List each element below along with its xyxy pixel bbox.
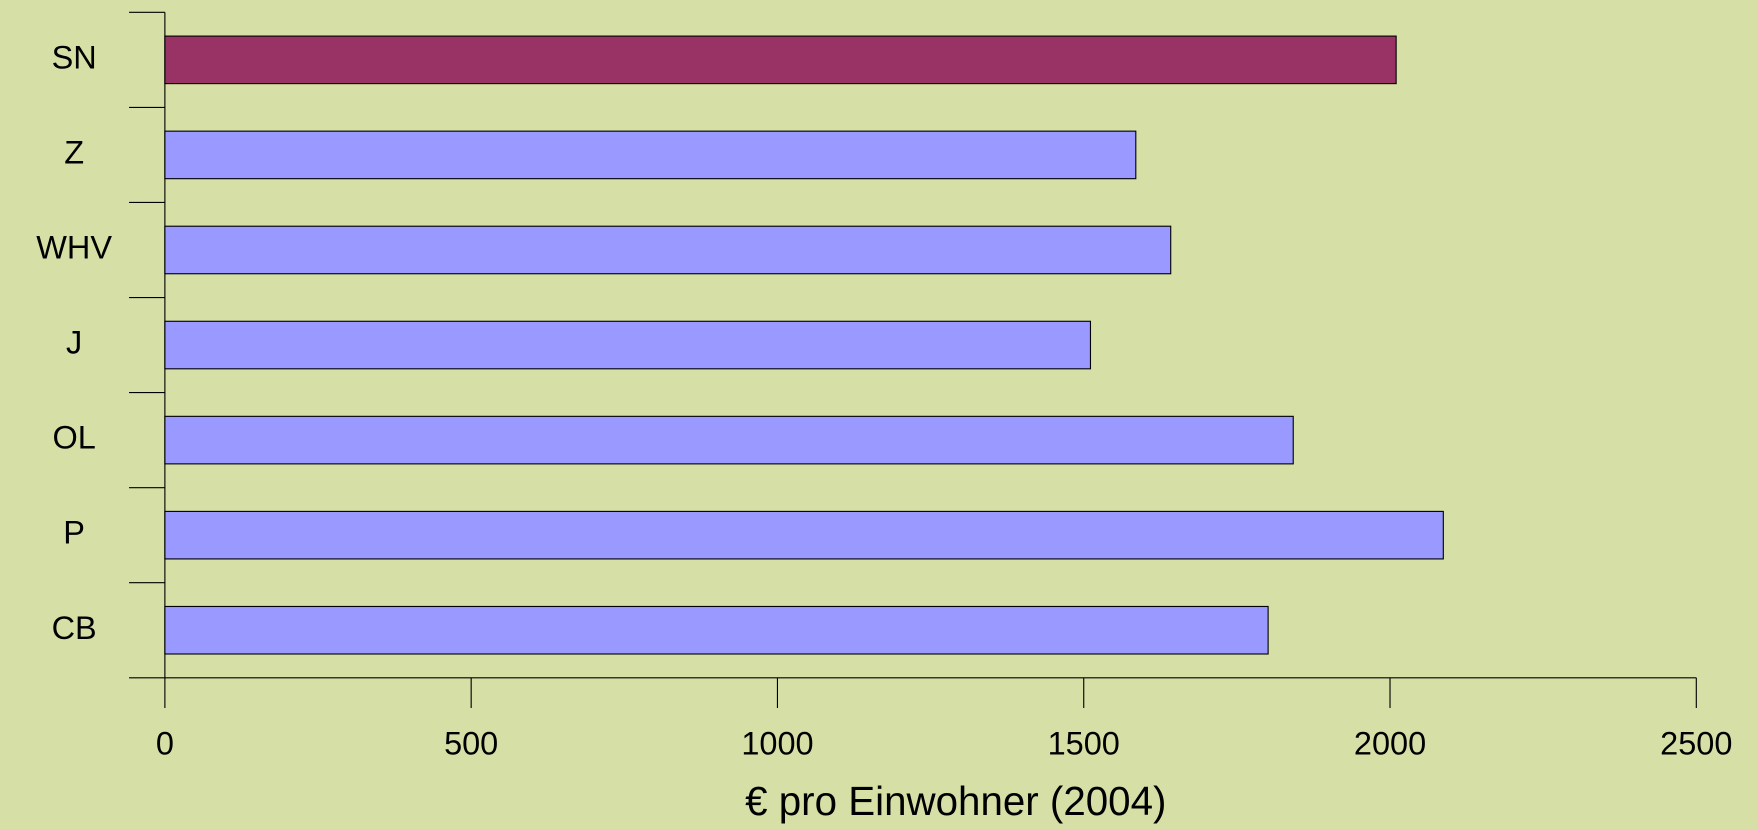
y-tick-label: SN xyxy=(52,39,97,75)
bar xyxy=(164,510,1444,560)
y-tick-label: CB xyxy=(52,610,97,646)
bar xyxy=(164,225,1172,275)
bar xyxy=(164,605,1269,655)
bar xyxy=(164,35,1397,85)
y-tick-label: Z xyxy=(64,134,84,170)
bar xyxy=(164,320,1092,370)
y-tick-label: WHV xyxy=(36,230,112,266)
x-tick-label: 1500 xyxy=(1048,726,1120,762)
bar xyxy=(164,415,1294,465)
x-tick-label: 1000 xyxy=(741,726,813,762)
x-tick-label: 500 xyxy=(444,726,498,762)
x-tick-label: 0 xyxy=(156,726,174,762)
bar xyxy=(164,130,1137,180)
y-tick-label: OL xyxy=(52,420,95,456)
x-tick-label: 2500 xyxy=(1660,726,1732,762)
x-axis-title: € pro Einwohner (2004) xyxy=(745,778,1166,824)
x-tick-label: 2000 xyxy=(1354,726,1426,762)
y-tick-label: P xyxy=(63,515,85,551)
y-tick-label: J xyxy=(66,325,82,361)
